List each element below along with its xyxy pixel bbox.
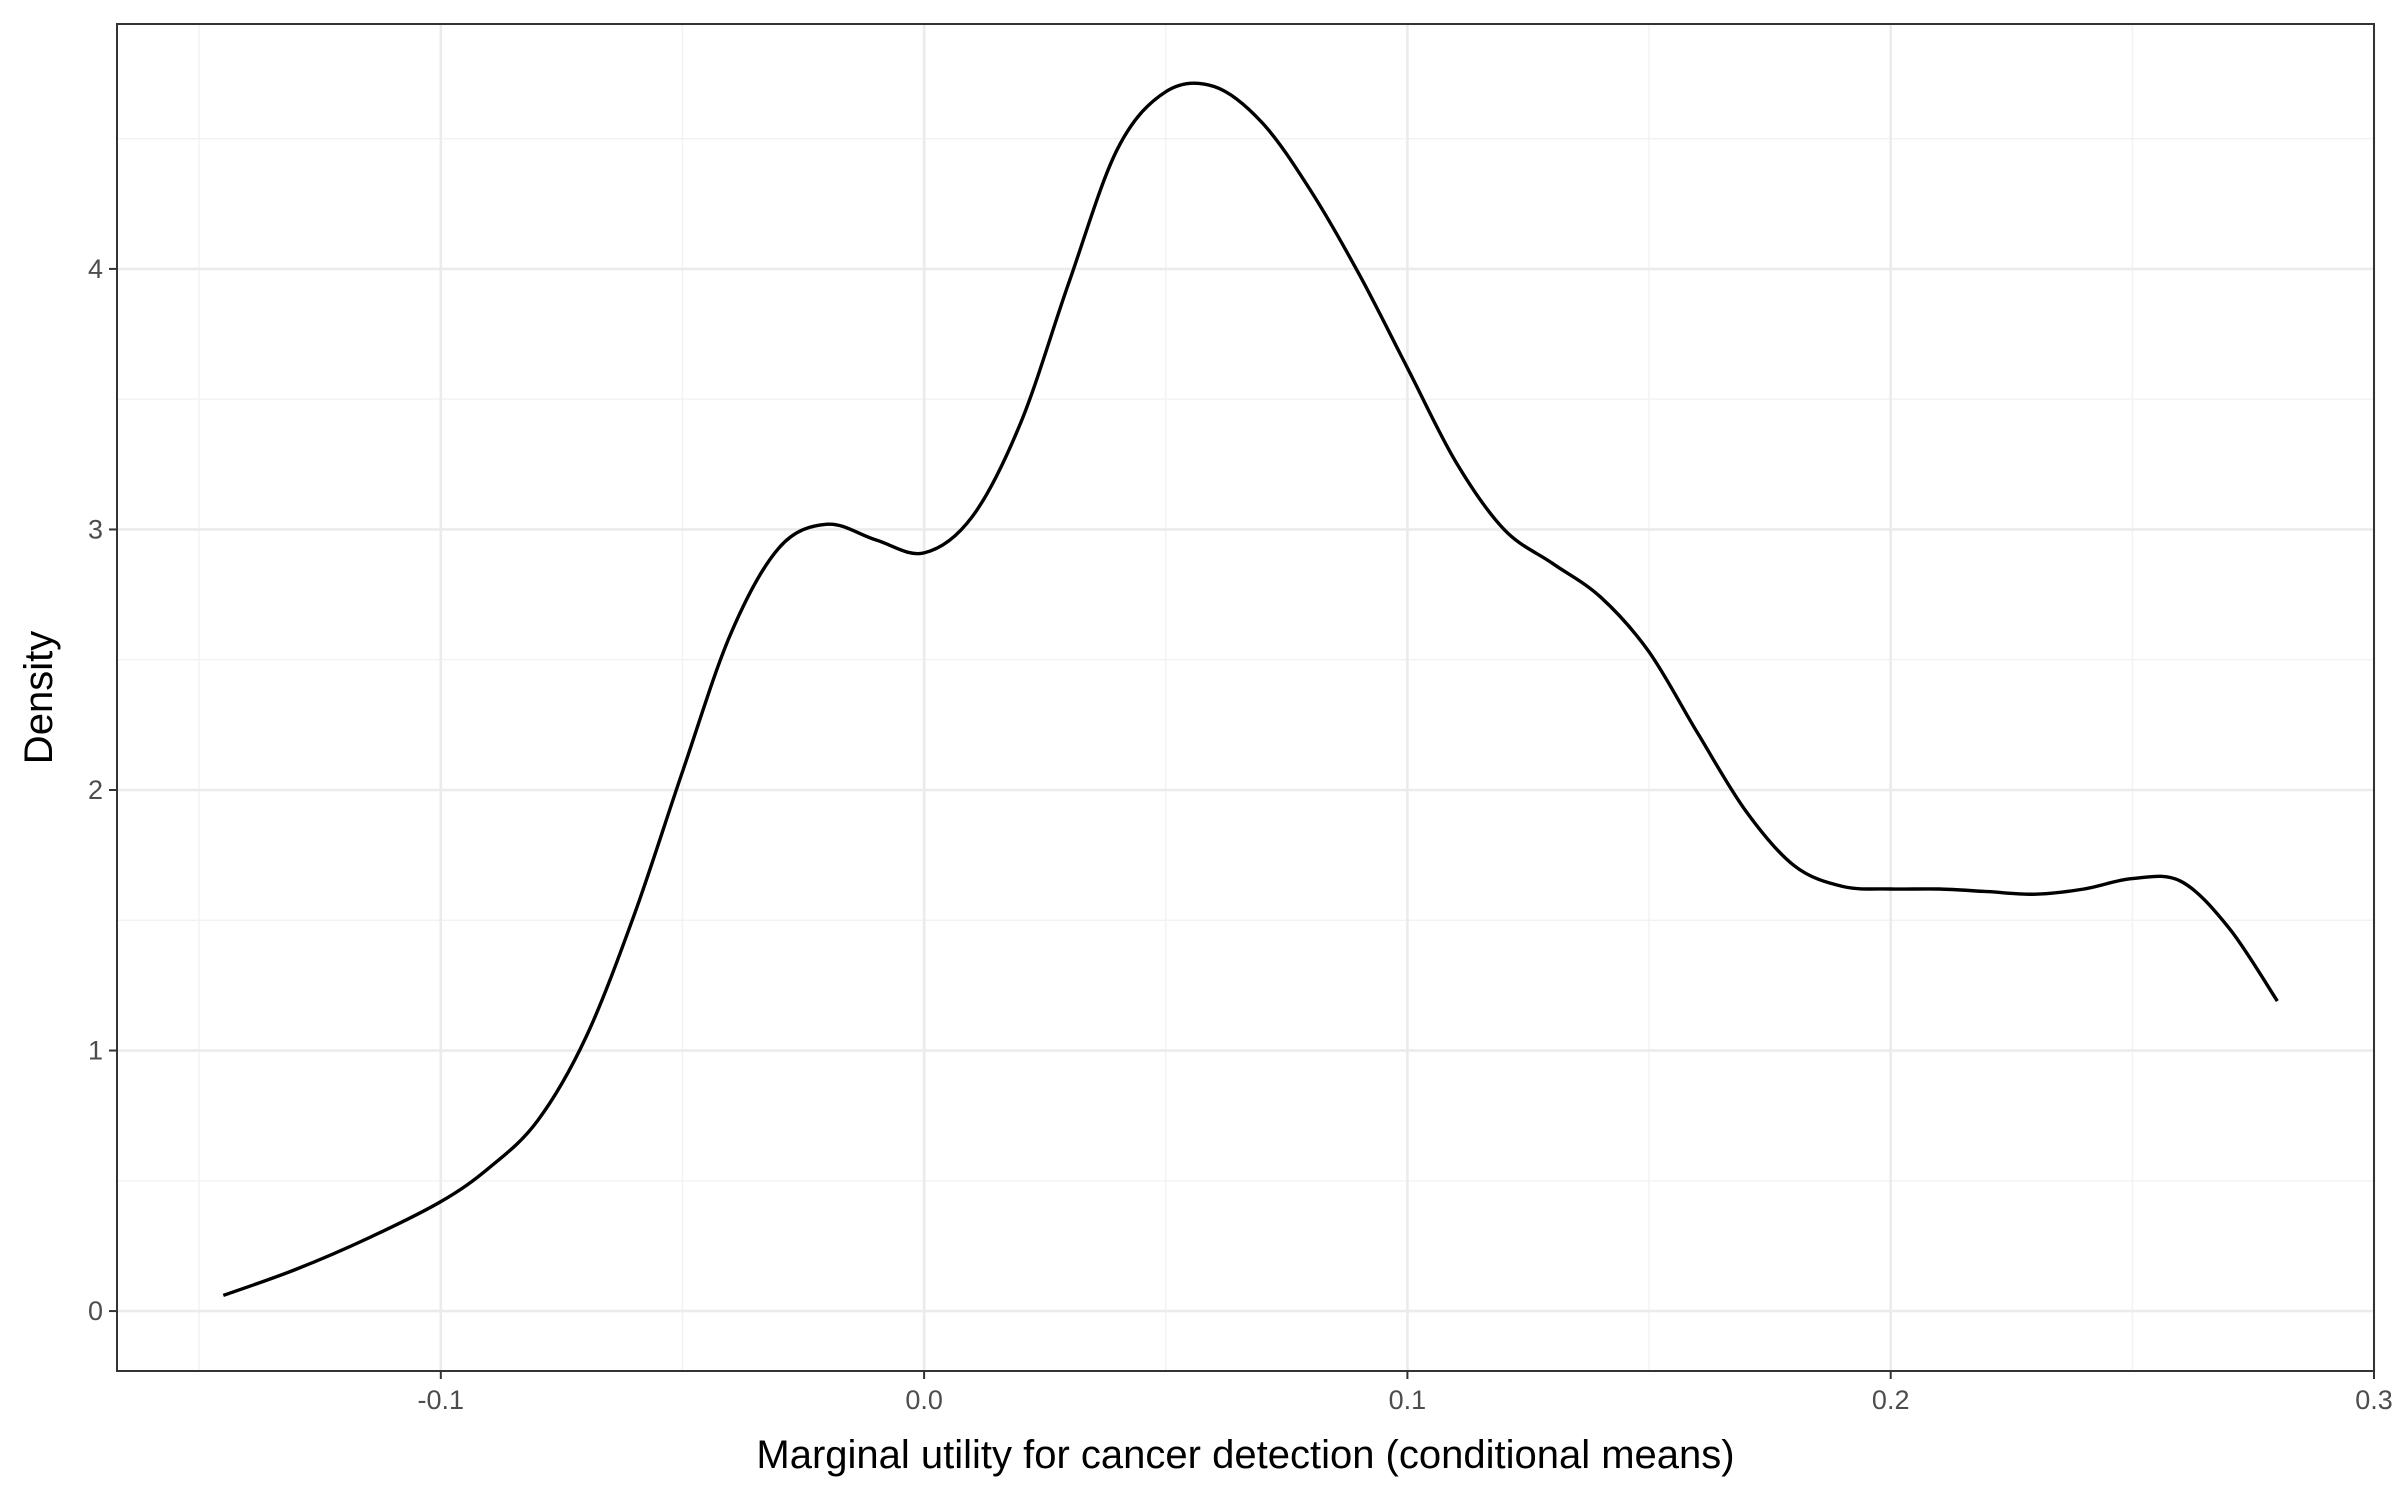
y-tick-label: 1: [88, 1036, 103, 1066]
x-axis-title: Marginal utility for cancer detection (c…: [756, 1433, 1734, 1477]
minor-gridlines: [117, 24, 2374, 1371]
x-axis-ticks: -0.1 0.0 0.1 0.2 0.3: [418, 1371, 2393, 1415]
x-tick-label: 0.0: [905, 1385, 943, 1415]
x-tick-label: -0.1: [418, 1385, 465, 1415]
major-gridlines: [117, 24, 2376, 1371]
x-tick-label: 0.2: [1872, 1385, 1910, 1415]
y-tick-label: 2: [88, 775, 103, 805]
y-axis-title: Density: [17, 631, 61, 764]
x-tick-label: 0.3: [2355, 1385, 2393, 1415]
panel-border: [116, 23, 2375, 1372]
y-tick-label: 3: [88, 514, 103, 544]
density-curve: [222, 81, 2279, 1298]
y-tick-label: 4: [88, 254, 103, 284]
x-tick-label: 0.1: [1389, 1385, 1427, 1415]
y-axis-ticks: 0 1 2 3 4: [88, 254, 117, 1326]
y-tick-label: 0: [88, 1296, 103, 1326]
